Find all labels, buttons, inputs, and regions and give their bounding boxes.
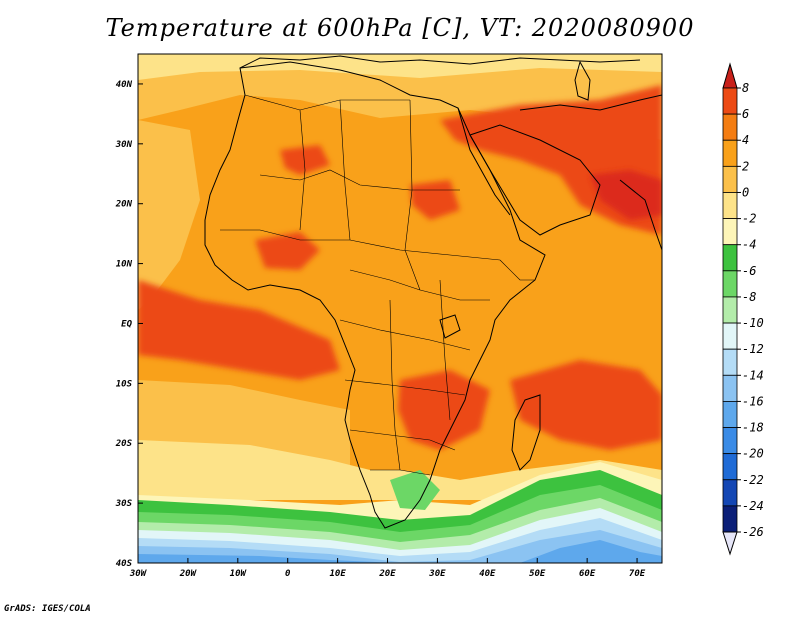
field-sahara-patch [280,145,330,175]
lat-tick-label: 40S [116,559,133,569]
lon-tick-label: 20E [378,569,396,579]
colorbar-label: -24 [742,499,764,513]
field-minus18 [138,540,662,563]
colorbar-label: 4 [742,133,749,147]
field-north-cool [138,54,662,140]
colorbar-swatch [722,401,738,428]
field-highveld [390,470,440,510]
colorbar-label: 2 [742,159,749,173]
colorbar-swatch [722,505,738,533]
field-mideast-hottest [590,170,662,220]
colorbar-label: 0 [742,185,749,199]
lon-tick-label: 40E [479,569,496,579]
lon-tick-label: 10W [230,569,248,579]
colorbar-swatch [722,165,738,193]
lon-tick-label: 70E [629,569,646,579]
colorbar-label: -26 [742,525,764,539]
colorbar-label: -16 [742,394,764,408]
colorbar-label: -20 [742,447,764,461]
colorbar-label: -2 [742,212,756,226]
lat-tick-label: 40N [116,80,133,90]
colorbar-label: -6 [742,264,756,278]
colorbar-label: -10 [742,316,764,330]
chart-title: Temperature at 600hPa [C], VT: 202008090… [105,14,695,42]
colorbar-swatch [722,218,738,246]
field-minus16 [138,530,662,563]
colorbar-label: 6 [742,107,749,121]
lat-tick-label: 20S [115,439,133,449]
colorbar-swatch [722,87,738,115]
colorbar-label: -8 [742,290,756,304]
colorbar: 8 6 4 2 0 -2 -4 -6 -8 -10 -12 -14 -16 -18 -20 -22 -24 -26 [722,62,764,556]
field-gulf-hot [138,280,340,380]
latitude-axis: 40N 30N 20N 10N EQ 10S 20S 30S 40S [115,80,143,569]
field-north-pale [138,54,662,80]
colorbar-label: -4 [742,238,756,252]
colorbar-under-arrow [722,531,738,556]
lon-tick-label: 20W [179,569,198,579]
colorbar-swatch [722,296,738,324]
colorbar-label: -18 [742,421,764,435]
lat-tick-label: 10N [116,260,133,270]
colorbar-swatch [722,113,738,141]
colorbar-label: 8 [742,81,749,95]
colorbar-label: -12 [742,342,764,356]
colorbar-swatch [722,139,738,167]
field-atlantic-cool [138,120,200,310]
lat-tick-label: 30S [115,499,133,509]
field-westafrica-patch [255,232,320,270]
lon-tick-label: 50E [529,569,546,579]
lon-tick-label: 30W [129,569,148,579]
country-borders [220,94,535,476]
plot-frame [137,53,663,564]
lon-tick-label: 0 [285,569,291,579]
colorbar-swatch [722,479,738,507]
lon-tick-label: 30E [428,569,446,579]
colorbar-swatch [722,374,738,402]
lat-tick-label: EQ [121,319,132,329]
lat-tick-label: 20N [115,200,133,210]
temperature-field [138,54,662,563]
field-indian-hot [510,360,662,450]
lon-tick-label: 10E [329,569,346,579]
colorbar-swatch [722,192,738,219]
grads-credit: GrADS: IGES/COLA [4,604,91,614]
lon-tick-label: 60E [579,569,596,579]
colorbar-swatch [722,427,738,455]
lat-tick-label: 10S [116,379,133,389]
colorbar-swatch [722,348,738,376]
colorbar-over-arrow [722,62,738,89]
lat-tick-label: 30N [115,140,133,150]
colorbar-label: -14 [742,368,764,382]
colorbar-label: -22 [742,473,764,487]
colorbar-swatch [722,244,738,272]
colorbar-swatch [722,270,738,298]
colorbar-swatch [722,453,738,481]
longitude-axis: 30W 20W 10W 0 10E 20E 30E 40E 50E 60E 70E [129,558,646,579]
colorbar-swatch [722,322,738,350]
